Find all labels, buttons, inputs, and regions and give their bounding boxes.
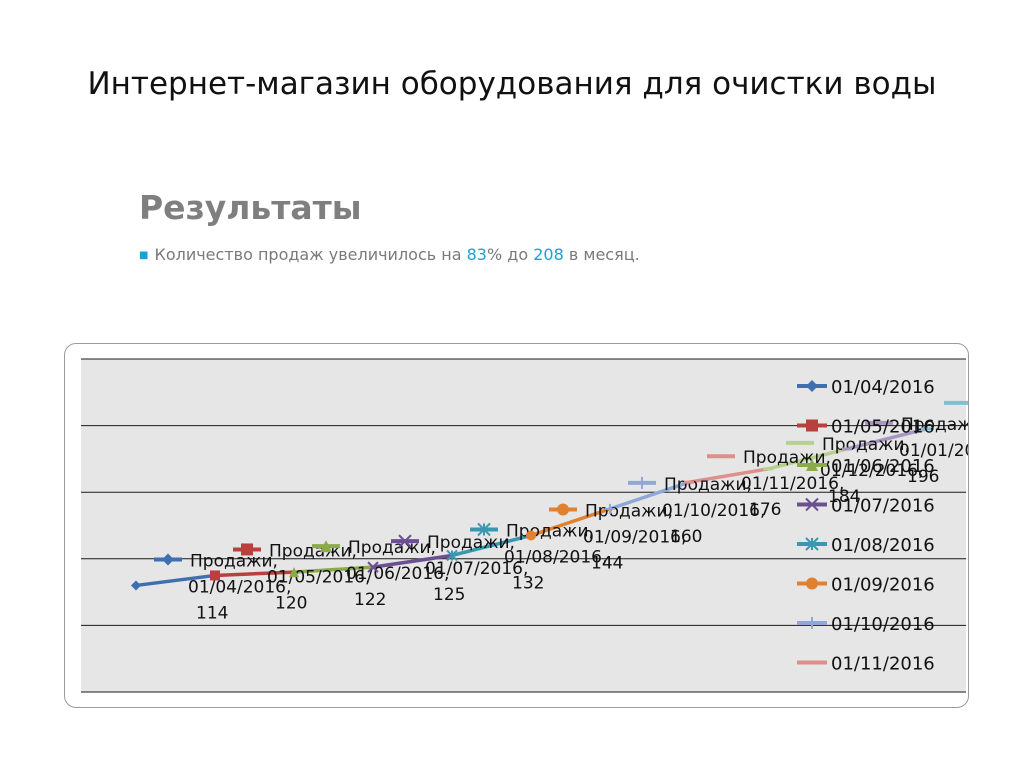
data-label-swatch-marker <box>398 534 412 548</box>
data-label-line: Продажи, <box>506 521 594 541</box>
legend-marker <box>806 459 818 471</box>
data-label: Продажи, 01/04/2016, 114 <box>188 551 291 623</box>
data-label-line: 01/11/2016, <box>741 474 844 494</box>
line-segment <box>846 427 927 451</box>
line-segment <box>767 447 848 471</box>
legend-label: 01/09/2016 <box>831 575 935 596</box>
data-point <box>367 561 379 573</box>
data-label-line: 01/10/2016, <box>662 501 765 521</box>
data-label: Продажи, 01/09/2016, 144 <box>583 501 686 573</box>
data-point <box>526 530 536 541</box>
data-label-line: Продажи, <box>901 415 968 435</box>
bullet-text-middle: % до <box>486 245 534 264</box>
data-label-line: 160 <box>670 527 702 547</box>
line-segment <box>688 467 769 484</box>
legend-label: 01/08/2016 <box>831 535 935 556</box>
bullet-marker-icon: ■ <box>139 250 149 261</box>
data-label-line: 132 <box>512 573 544 593</box>
data-label-line: 122 <box>354 590 386 610</box>
data-label-swatch-marker <box>162 553 174 566</box>
line-segment <box>609 480 690 511</box>
line-segment <box>530 507 611 538</box>
data-label-line: 125 <box>433 585 465 605</box>
legend-marker <box>805 537 819 551</box>
bullet-percent: 83 <box>466 245 487 264</box>
data-label: Продажи, 01/08/2016, 132 <box>504 521 607 593</box>
data-label-swatch-marker <box>477 522 491 537</box>
data-label-line: Продажи, <box>427 533 515 553</box>
bullet-text-after: в месяц. <box>563 245 640 264</box>
legend-marker <box>806 577 818 590</box>
line-segment <box>293 565 374 574</box>
plot-area <box>81 359 966 692</box>
line-segment <box>214 570 295 578</box>
data-label: Продажи, 01/11/2016, 176 <box>741 448 844 520</box>
legend-label: 01/07/2016 <box>831 496 935 517</box>
legend-label: 01/06/2016 <box>831 456 935 477</box>
data-label-swatch-marker <box>636 476 648 489</box>
line-segment <box>451 533 532 558</box>
legend-label: 01/04/2016 <box>831 377 935 398</box>
legend-marker <box>806 419 818 432</box>
bullet-item: ■ Количество продаж увеличилось на 83% до… <box>139 245 640 264</box>
legend-label: 01/05/2016 <box>831 417 935 438</box>
legend-label: 01/11/2016 <box>831 654 935 675</box>
data-label-line: 01/07/2016, <box>425 559 528 579</box>
data-label-swatch-marker <box>320 540 332 553</box>
data-label-line: 120 <box>275 593 307 613</box>
bullet-text-before: Количество продаж увеличилось на <box>154 245 467 264</box>
data-label-line: Продажи, <box>190 551 278 571</box>
data-point <box>446 549 458 562</box>
data-label-swatch-marker <box>241 543 253 556</box>
data-label-line: 01/04/2016, <box>188 577 291 597</box>
data-point <box>289 567 299 578</box>
data-label-swatch-marker <box>557 503 569 516</box>
legend-marker <box>806 617 818 629</box>
slide-title: Интернет-магазин оборудования для очистк… <box>87 66 937 102</box>
data-label-line: Продажи, <box>822 435 910 455</box>
data-label: Продажи, 01/01/2017, 196 <box>899 415 968 487</box>
data-label: Продажи, 01/10/2016, 160 <box>662 475 765 547</box>
section-heading: Результаты <box>139 188 362 227</box>
data-label-line: 01/08/2016, <box>504 547 607 567</box>
data-label-line: 01/01/2017, <box>899 441 968 461</box>
data-point <box>131 580 141 591</box>
data-label-line: 196 <box>907 467 939 487</box>
data-label-line: Продажи, <box>664 475 752 495</box>
data-label-line: 176 <box>749 500 781 520</box>
data-label-line: 184 <box>828 487 860 507</box>
chart-frame: Продажи, 01/04/2016, 114 Продажи, 01/05/2016… <box>64 343 969 708</box>
data-point <box>210 570 220 581</box>
data-label-line: 01/09/2016, <box>583 527 686 547</box>
data-label-line: 114 <box>196 603 228 623</box>
data-point <box>605 503 615 514</box>
line-segment <box>135 573 216 588</box>
legend-marker <box>806 380 818 392</box>
data-label-line: 01/12/2016, <box>820 461 923 481</box>
legend-label: 01/10/2016 <box>831 614 935 635</box>
legend-marker <box>805 497 819 512</box>
line-segment <box>372 553 453 569</box>
bullet-value: 208 <box>533 245 564 264</box>
data-label-line: Продажи, <box>585 501 673 521</box>
data-label-line: 144 <box>591 553 623 573</box>
data-label: Продажи, 01/07/2016, 125 <box>425 533 528 605</box>
